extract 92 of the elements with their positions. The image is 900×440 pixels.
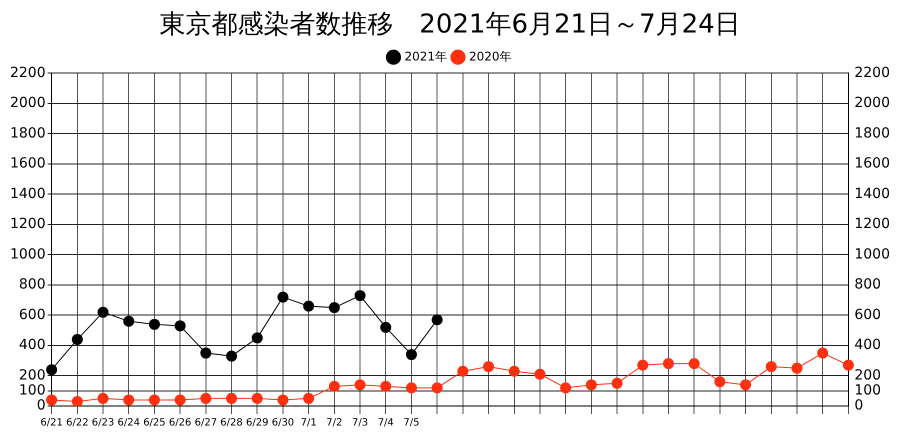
point — [98, 392, 109, 404]
point — [662, 358, 674, 370]
point — [303, 300, 314, 312]
x-tick-label: 6/29 — [246, 418, 268, 429]
point — [252, 332, 263, 344]
y-tick-label: 100 — [18, 382, 46, 399]
y-tick-label: 1800 — [10, 125, 46, 142]
y-tick-label: 2000 — [10, 95, 46, 112]
x-tick-label: 7/5 — [403, 418, 420, 429]
point — [200, 392, 212, 404]
y2-tick-label: 1800 — [854, 125, 890, 142]
point — [123, 316, 134, 327]
y2-tick-label: 1000 — [854, 246, 890, 262]
point — [406, 349, 417, 360]
point — [508, 366, 520, 377]
y2-tick-label: 200 — [854, 367, 882, 384]
y-tick-label: 1600 — [10, 156, 46, 172]
point — [354, 290, 366, 302]
legend-label: 2020年 — [469, 49, 512, 64]
x-tick-label: 7/2 — [326, 418, 342, 429]
point — [72, 334, 83, 345]
point — [457, 366, 468, 377]
x-tick-label: 6/24 — [118, 418, 140, 429]
y-tick-label: 600 — [18, 306, 46, 323]
y-tick-label: 1400 — [10, 186, 46, 202]
y2-tick-label: 1200 — [854, 216, 890, 232]
y2-tick-label: 800 — [854, 276, 882, 293]
x-tick-label: 6/21 — [40, 418, 63, 429]
point — [766, 361, 777, 372]
point — [252, 392, 263, 404]
point — [688, 358, 700, 370]
point — [817, 348, 828, 359]
point — [98, 306, 109, 318]
y-tick-label: 1000 — [10, 246, 46, 262]
point — [200, 348, 212, 359]
point — [226, 350, 238, 362]
y-tick-label: 1200 — [10, 216, 46, 232]
x-tick-label: 6/27 — [194, 418, 218, 429]
y2-tick-label: 2200 — [854, 64, 890, 81]
y2-tick-label: 1600 — [854, 156, 890, 172]
point — [380, 322, 392, 333]
point — [328, 380, 340, 392]
chart-title: 東京都感染者数推移 2021年6月21日～7月24日 — [159, 9, 741, 40]
point — [432, 382, 443, 394]
point — [354, 379, 366, 390]
y2-tick-label: 600 — [854, 306, 882, 323]
point — [842, 360, 854, 371]
point — [148, 318, 160, 330]
x-tick-label: 6/30 — [272, 418, 294, 429]
x-tick-label: 7/1 — [300, 418, 317, 429]
point — [380, 380, 392, 392]
y-tick-label: 0 — [36, 398, 46, 414]
point — [406, 382, 417, 394]
point — [72, 396, 83, 406]
y-tick-label: 200 — [18, 367, 46, 384]
point — [277, 394, 288, 406]
x-tick-label: 7/4 — [378, 418, 394, 429]
x-tick-label: 6/23 — [92, 418, 114, 429]
x-tick-label: 6/26 — [168, 418, 192, 429]
y-tick-label: 800 — [18, 276, 46, 293]
point — [277, 292, 288, 303]
point — [174, 394, 186, 406]
y-tick-label: 2200 — [10, 64, 46, 81]
point — [483, 361, 494, 372]
x-tick-label: 6/22 — [66, 418, 89, 429]
point — [123, 394, 134, 406]
x-tick-label: 7/3 — [352, 418, 368, 429]
y2-tick-label: 1400 — [854, 186, 890, 202]
legend-label: 2021年 — [404, 49, 448, 64]
point — [714, 376, 726, 388]
point — [791, 362, 802, 374]
point — [226, 392, 238, 404]
point — [46, 394, 58, 406]
y2-tick-label: 0 — [854, 398, 864, 414]
point — [432, 314, 443, 326]
point — [328, 302, 340, 314]
point — [612, 378, 623, 389]
point — [586, 379, 597, 390]
y2-tick-label: 400 — [854, 337, 882, 354]
y-tick-label: 400 — [18, 337, 46, 354]
y2-tick-label: 100 — [854, 382, 882, 399]
point — [560, 382, 572, 394]
x-tick-label: 6/28 — [220, 418, 243, 429]
point — [637, 360, 648, 371]
point — [148, 394, 160, 406]
point — [46, 364, 58, 376]
point — [534, 368, 546, 380]
x-tick-label: 6/25 — [143, 418, 166, 429]
y2-tick-label: 2000 — [854, 95, 890, 112]
point — [303, 392, 314, 404]
point — [740, 379, 752, 390]
point — [174, 320, 186, 332]
